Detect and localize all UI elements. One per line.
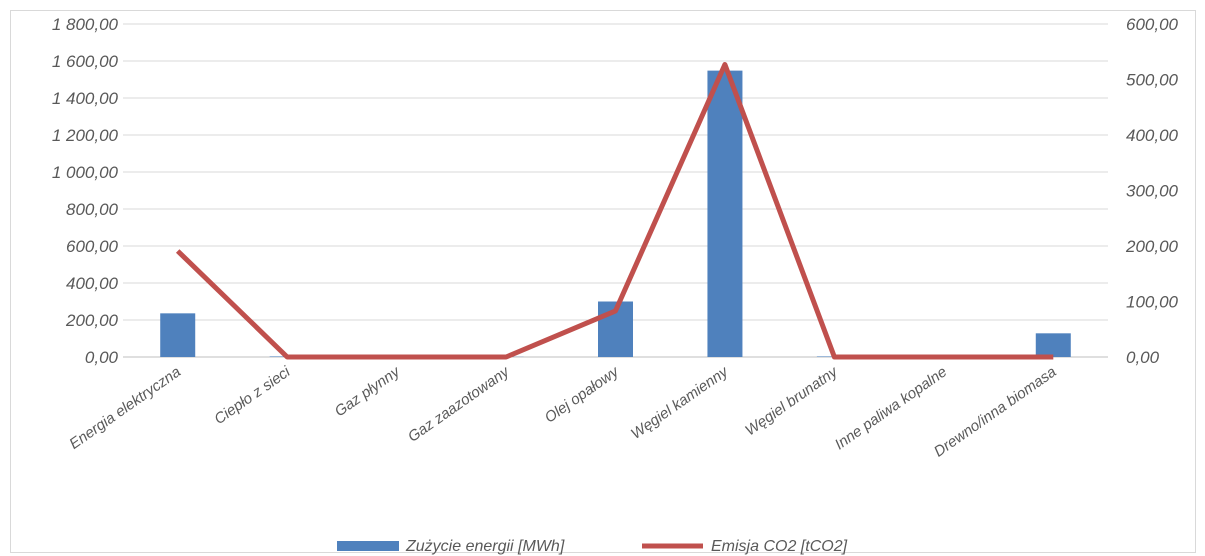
y-left-tick-label: 600,00: [66, 237, 119, 256]
y-right-tick-label: 600,00: [1126, 15, 1179, 34]
chart-frame: [10, 10, 1196, 553]
bar-energy: [707, 70, 743, 358]
x-category-label: Drewno/inna biomasa: [931, 363, 1060, 460]
bar-energy: [160, 313, 196, 357]
x-category-label: Węgiel kamienny: [628, 362, 733, 442]
y-right-tick-label: 300,00: [1126, 182, 1179, 201]
y-right-tick-label: 200,00: [1125, 237, 1179, 256]
x-category-label: Olej opałowy: [542, 362, 623, 426]
legend-swatch-energy: [337, 541, 399, 551]
line-co2: [175, 62, 1054, 360]
legend-label-co2: Emisja CO2 [tCO2]: [711, 538, 848, 555]
co2-line-series: [175, 62, 1054, 360]
x-category-label: Inne paliwa kopalne: [832, 363, 950, 453]
bar-energy: [1035, 333, 1071, 357]
y-right-tick-label: 400,00: [1126, 126, 1179, 145]
y-left-tick-label: 1 400,00: [52, 89, 119, 108]
y-left-tick-label: 1 600,00: [52, 52, 119, 71]
y-left-tick-label: 800,00: [66, 200, 119, 219]
y-right-tick-label: 0,00: [1126, 348, 1160, 367]
y-left-tick-label: 200,00: [65, 311, 119, 330]
legend-label-energy: Zużycie energii [MWh]: [405, 538, 565, 555]
y-left-tick-labels: 0,00 200,00 400,00 600,00 800,00 1 000,00 1 20…: [52, 15, 119, 367]
x-category-label: Węgiel brunatny: [742, 362, 842, 439]
legend: Zużycie energii [MWh] Emisja CO2 [tCO2]: [337, 538, 848, 555]
y-right-tick-label: 500,00: [1126, 71, 1179, 90]
y-left-tick-label: 1 000,00: [52, 163, 119, 182]
y-left-tick-label: 400,00: [66, 274, 119, 293]
x-category-labels: Energia elektryczna Ciepło z sieci Gaz pły…: [66, 362, 1059, 460]
x-category-label: Gaz zaazotowany: [405, 362, 514, 445]
y-left-tick-label: 1 200,00: [52, 126, 119, 145]
y-right-tick-labels: 0,00 100,00 200,00 300,00 400,00 500,00 600,00: [1125, 15, 1179, 367]
y-left-tick-label: 1 800,00: [52, 15, 119, 34]
y-right-tick-label: 100,00: [1126, 293, 1179, 312]
x-category-label: Gaz płynny: [332, 362, 404, 420]
x-category-label: Energia elektryczna: [66, 363, 184, 452]
y-left-tick-label: 0,00: [85, 348, 119, 367]
x-category-label: Ciepło z sieci: [211, 363, 294, 428]
energy-bars: [160, 70, 1071, 358]
